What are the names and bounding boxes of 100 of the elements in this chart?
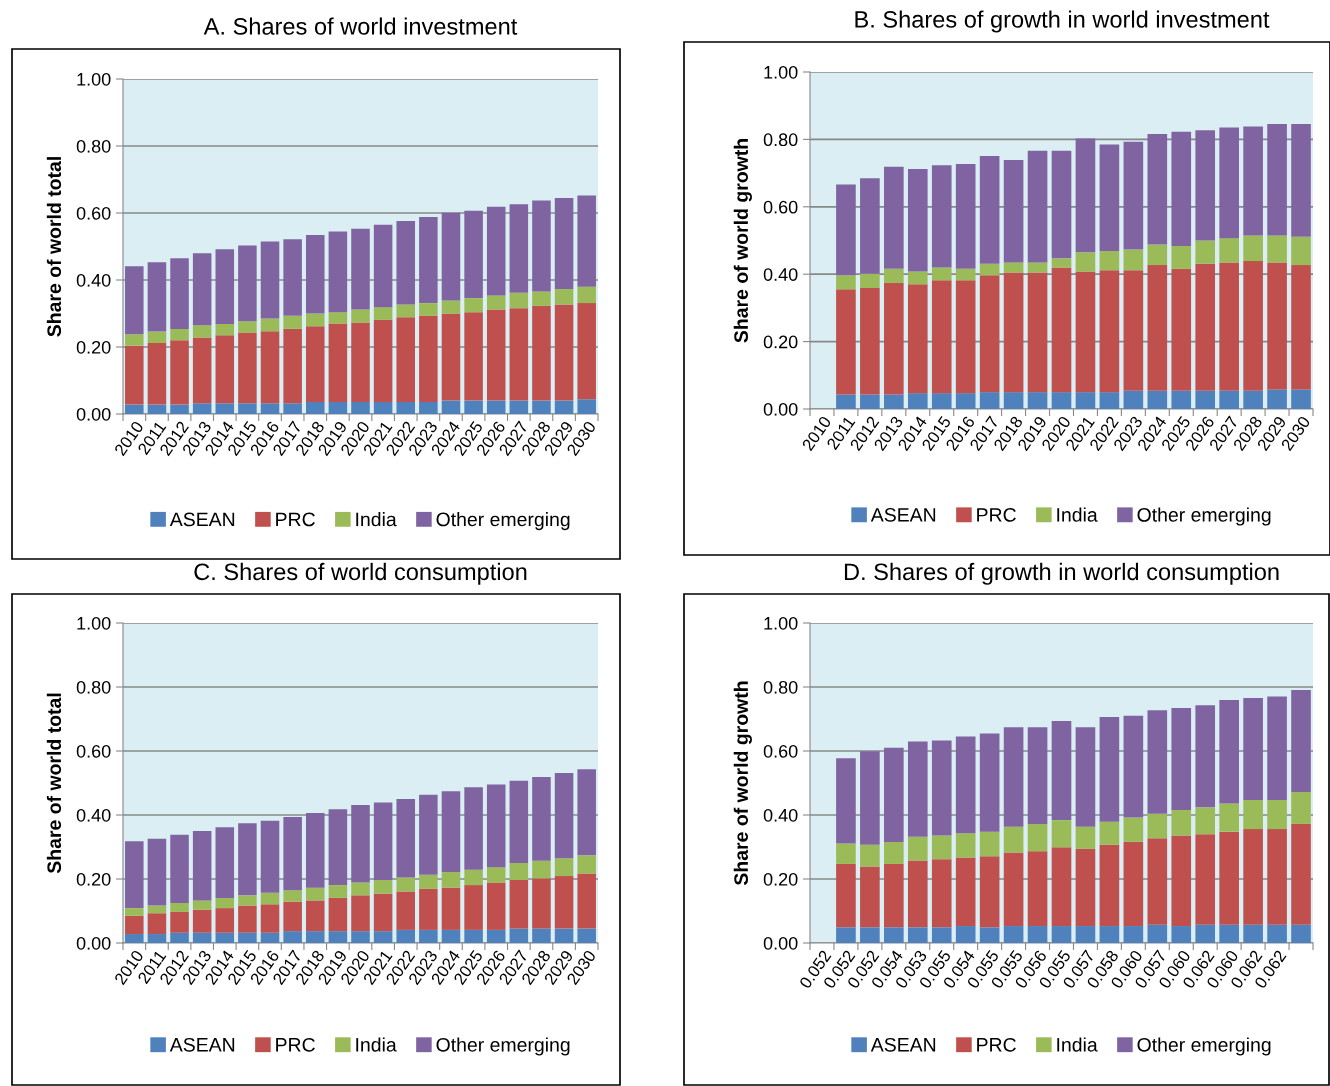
bar bbox=[979, 275, 1000, 393]
bar bbox=[1051, 820, 1072, 848]
bar bbox=[305, 887, 325, 901]
bar bbox=[328, 401, 348, 414]
bar bbox=[1171, 245, 1192, 269]
bar bbox=[328, 231, 348, 313]
bar bbox=[907, 284, 928, 394]
bar bbox=[170, 258, 189, 329]
chart-title: C. Shares of world consumption bbox=[194, 562, 527, 585]
bar bbox=[125, 345, 144, 405]
bar bbox=[1027, 823, 1048, 852]
bar bbox=[396, 401, 416, 414]
legend-label: Other emerging bbox=[1137, 507, 1271, 526]
bar bbox=[1099, 250, 1120, 271]
bar bbox=[305, 326, 325, 402]
bar bbox=[283, 403, 302, 414]
legend-label: ASEAN bbox=[870, 1037, 936, 1052]
bar bbox=[373, 931, 393, 943]
bar bbox=[486, 882, 506, 930]
bar bbox=[1099, 717, 1120, 822]
bar bbox=[554, 400, 574, 414]
bar bbox=[931, 740, 952, 836]
y-tick-label: 0.40 bbox=[763, 268, 798, 281]
bar bbox=[1123, 390, 1144, 409]
bar bbox=[170, 903, 189, 912]
bar bbox=[577, 399, 596, 414]
bar bbox=[464, 312, 483, 401]
y-axis-title: Share of world growth bbox=[733, 681, 752, 886]
bar bbox=[215, 897, 235, 909]
bar bbox=[860, 844, 880, 867]
bar bbox=[509, 928, 529, 943]
bar bbox=[1051, 926, 1072, 943]
bar bbox=[1075, 826, 1096, 849]
bar bbox=[577, 286, 596, 304]
bar bbox=[509, 780, 529, 863]
bar bbox=[577, 195, 596, 287]
bar bbox=[373, 224, 393, 308]
bar bbox=[464, 885, 483, 930]
bar bbox=[836, 758, 856, 844]
bar bbox=[907, 393, 928, 409]
bar bbox=[373, 319, 393, 402]
y-tick-label: 0.00 bbox=[76, 936, 111, 950]
bar bbox=[1051, 150, 1072, 259]
bar bbox=[1027, 392, 1048, 409]
bar bbox=[1291, 924, 1311, 943]
bar bbox=[1243, 261, 1263, 391]
bar bbox=[147, 331, 167, 343]
bar bbox=[1027, 272, 1048, 393]
bar bbox=[836, 394, 856, 409]
bar bbox=[486, 206, 506, 296]
bar bbox=[170, 834, 189, 903]
legend-label: India bbox=[356, 1037, 397, 1052]
bar bbox=[192, 831, 212, 901]
bar bbox=[955, 268, 976, 281]
bar bbox=[955, 280, 976, 394]
bar bbox=[860, 288, 880, 395]
bar bbox=[1123, 270, 1144, 391]
bar bbox=[147, 404, 167, 414]
chart-title: A. Shares of world investment bbox=[203, 17, 518, 35]
y-tick-label: 1.00 bbox=[764, 65, 798, 79]
bar bbox=[836, 843, 856, 864]
bar bbox=[931, 280, 952, 394]
y-axis-title: Share of world total bbox=[46, 157, 62, 337]
bar bbox=[147, 838, 167, 906]
bar bbox=[1219, 262, 1239, 391]
bar bbox=[1291, 823, 1311, 925]
bar bbox=[1195, 130, 1216, 241]
bar bbox=[147, 342, 167, 405]
bar bbox=[1123, 817, 1144, 842]
bar bbox=[464, 869, 483, 886]
bar bbox=[351, 805, 370, 883]
bar bbox=[509, 308, 529, 401]
y-tick-label: 0.80 bbox=[763, 133, 798, 147]
bar bbox=[1243, 235, 1263, 262]
bar bbox=[419, 929, 438, 943]
bar bbox=[192, 932, 212, 943]
bar bbox=[1219, 700, 1239, 804]
bar bbox=[1147, 265, 1168, 391]
y-tick-label: 0.20 bbox=[76, 340, 111, 354]
bar bbox=[1123, 841, 1144, 927]
y-tick-label: 0.80 bbox=[76, 680, 111, 694]
bar bbox=[1123, 141, 1144, 250]
bar bbox=[441, 313, 461, 401]
bar bbox=[1219, 803, 1239, 832]
bar bbox=[192, 253, 212, 326]
bar bbox=[328, 897, 348, 932]
legend-label: PRC bbox=[276, 1037, 315, 1052]
y-axis-title: Share of world growth bbox=[733, 139, 752, 343]
bar bbox=[464, 298, 483, 313]
bar bbox=[125, 934, 144, 943]
bar bbox=[464, 210, 483, 299]
bar bbox=[1075, 252, 1096, 272]
bar bbox=[1267, 696, 1287, 800]
legend-label: PRC bbox=[977, 508, 1016, 522]
bar bbox=[215, 323, 235, 336]
bar bbox=[1051, 258, 1072, 268]
bar bbox=[419, 303, 438, 316]
bar bbox=[260, 403, 280, 414]
bar bbox=[884, 282, 904, 395]
bar bbox=[884, 394, 904, 409]
